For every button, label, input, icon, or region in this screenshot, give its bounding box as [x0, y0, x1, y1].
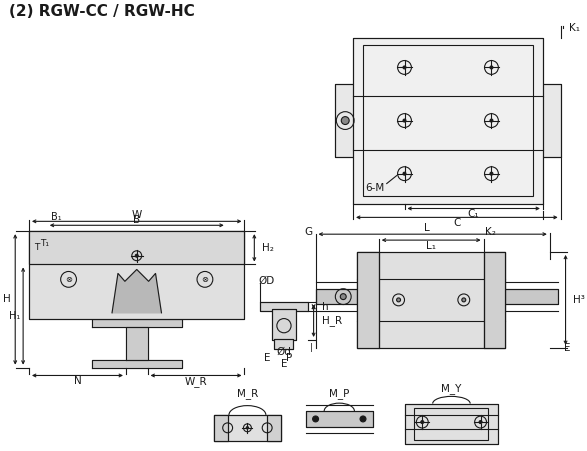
Circle shape — [421, 421, 424, 423]
Bar — [335, 84, 561, 157]
Bar — [29, 231, 244, 264]
Bar — [357, 252, 505, 348]
Polygon shape — [112, 270, 161, 313]
Circle shape — [341, 117, 349, 124]
Text: C₁: C₁ — [468, 209, 480, 220]
Text: H: H — [2, 295, 11, 304]
Bar — [272, 309, 296, 340]
Bar — [214, 415, 281, 441]
Text: (2) RGW-CC / RGW-HC: (2) RGW-CC / RGW-HC — [9, 5, 195, 19]
Text: G: G — [305, 227, 313, 237]
Text: H₂: H₂ — [262, 243, 274, 253]
Bar — [353, 37, 543, 203]
Bar — [357, 252, 379, 348]
Text: |: | — [310, 343, 313, 352]
Circle shape — [360, 416, 366, 422]
Circle shape — [246, 427, 248, 429]
Text: B₁: B₁ — [51, 212, 62, 222]
Bar — [357, 252, 505, 348]
Text: H₁: H₁ — [9, 311, 20, 321]
Text: h: h — [322, 302, 328, 312]
Bar — [214, 415, 228, 441]
Circle shape — [490, 172, 493, 175]
Text: ØD: ØD — [258, 276, 275, 285]
Bar — [306, 411, 373, 427]
Text: E: E — [564, 343, 570, 353]
Bar — [316, 289, 558, 304]
Circle shape — [135, 254, 138, 257]
Text: L: L — [424, 223, 430, 233]
Bar — [335, 84, 561, 157]
Circle shape — [313, 416, 319, 422]
Bar — [404, 404, 498, 444]
Circle shape — [403, 119, 406, 122]
Text: 6-M: 6-M — [365, 183, 384, 193]
Bar — [272, 309, 296, 340]
Text: B: B — [133, 215, 140, 226]
Text: M_P: M_P — [329, 388, 349, 399]
Text: H³: H³ — [573, 295, 585, 305]
Text: C: C — [453, 218, 461, 228]
Text: Ød: Ød — [276, 347, 291, 357]
Text: E: E — [281, 359, 287, 368]
Circle shape — [462, 298, 465, 302]
Bar — [260, 302, 308, 312]
Text: K₁: K₁ — [569, 23, 579, 32]
Bar — [29, 231, 244, 264]
Circle shape — [397, 298, 400, 302]
Bar — [275, 339, 294, 350]
Bar — [214, 415, 228, 441]
Text: W: W — [131, 211, 142, 221]
Text: L₁: L₁ — [426, 241, 436, 251]
Bar — [267, 415, 281, 441]
Circle shape — [340, 294, 346, 299]
Text: M_R: M_R — [237, 388, 258, 399]
Text: P: P — [286, 353, 292, 363]
Text: K₂: K₂ — [485, 227, 496, 237]
Bar — [267, 415, 281, 441]
Circle shape — [490, 66, 493, 69]
Circle shape — [490, 119, 493, 122]
Polygon shape — [126, 327, 147, 359]
Bar — [353, 37, 543, 203]
Bar — [260, 302, 308, 312]
Bar — [275, 339, 294, 350]
Bar — [414, 408, 488, 440]
Bar — [357, 252, 379, 348]
Text: ⊗: ⊗ — [201, 275, 208, 284]
Circle shape — [403, 172, 406, 175]
Bar — [404, 404, 498, 444]
Polygon shape — [92, 359, 182, 368]
Bar — [29, 231, 244, 319]
Bar — [363, 46, 533, 196]
Polygon shape — [92, 319, 182, 327]
Text: E: E — [264, 353, 271, 363]
Text: T: T — [34, 244, 40, 253]
Text: N: N — [73, 377, 82, 387]
Bar — [306, 411, 373, 427]
Text: M_Y: M_Y — [441, 383, 461, 394]
Bar — [484, 252, 505, 348]
Circle shape — [403, 66, 406, 69]
Bar — [484, 252, 505, 348]
Bar — [316, 289, 558, 304]
Bar — [29, 231, 244, 319]
Text: ⊗: ⊗ — [65, 275, 72, 284]
Bar — [214, 415, 281, 441]
Text: H_R: H_R — [322, 316, 342, 327]
Text: T₁: T₁ — [41, 239, 49, 249]
Text: W_R: W_R — [185, 376, 207, 387]
Circle shape — [479, 421, 482, 423]
